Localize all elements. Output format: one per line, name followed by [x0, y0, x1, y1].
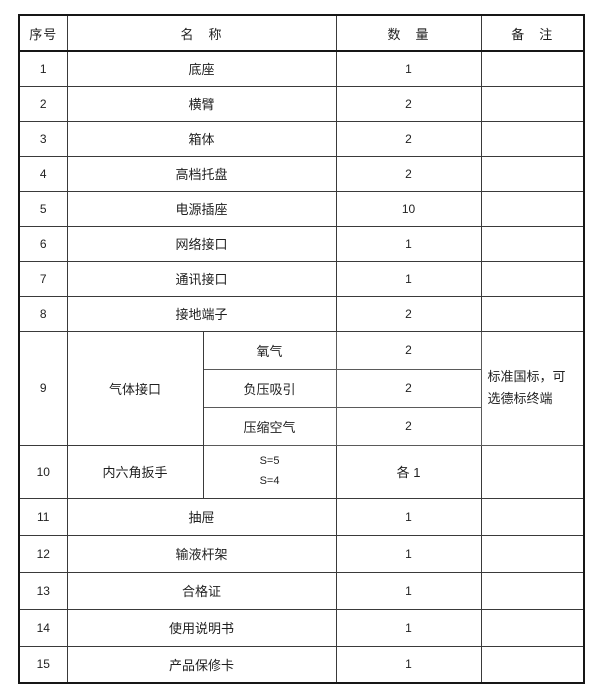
cell-remark-gas: 标准国标，可选德标终端	[480, 330, 585, 446]
cell-index: 5	[18, 190, 68, 227]
cell-remark	[480, 120, 585, 157]
spec-line-2: S=4	[259, 474, 280, 487]
cell-quantity: 2	[335, 406, 482, 446]
header-quantity: 数 量	[335, 14, 482, 52]
cell-index: 7	[18, 260, 68, 297]
cell-index: 6	[18, 225, 68, 262]
cell-quantity: 1	[335, 50, 482, 87]
cell-remark	[480, 190, 585, 227]
cell-subname: 压缩空气	[202, 406, 337, 446]
cell-remark	[480, 260, 585, 297]
table-row-6: 6 网络接口 1	[18, 225, 585, 262]
cell-quantity: 2	[335, 120, 482, 157]
cell-index: 9	[18, 330, 68, 446]
cell-remark	[480, 225, 585, 262]
header-row: 序号 名 称 数 量 备 注	[18, 14, 585, 52]
parts-table: 序号 名 称 数 量 备 注 1 底座 1 2 横臂 2 3 箱体 2 4 高档…	[18, 14, 586, 684]
cell-quantity: 1	[335, 645, 482, 684]
table-row-15: 15 产品保修卡 1	[18, 645, 585, 684]
cell-name: 横臂	[66, 85, 337, 122]
cell-name: 箱体	[66, 120, 337, 157]
cell-remark	[480, 534, 585, 573]
cell-name: 使用说明书	[66, 608, 337, 647]
cell-name-gas-interface: 气体接口	[66, 330, 204, 446]
cell-index: 15	[18, 645, 68, 684]
cell-remark	[480, 50, 585, 87]
parts-list: 序号 名 称 数 量 备 注 1 底座 1 2 横臂 2 3 箱体 2 4 高档…	[18, 14, 586, 684]
cell-name: 产品保修卡	[66, 645, 337, 684]
header-index: 序号	[18, 14, 68, 52]
cell-index: 1	[18, 50, 68, 87]
table-row-9-vacuum: 负压吸引 2	[19, 368, 584, 408]
cell-subname: 负压吸引	[202, 368, 337, 408]
table-row-10: 10 内六角扳手 S=5 S=4 各 1	[18, 444, 585, 499]
table-row-4: 4 高档托盘 2	[18, 155, 585, 192]
cell-remark	[480, 295, 585, 332]
cell-quantity: 2	[335, 368, 482, 408]
cell-index: 12	[18, 534, 68, 573]
cell-spec: S=5 S=4	[202, 444, 337, 499]
cell-index: 14	[18, 608, 68, 647]
cell-name: 电源插座	[66, 190, 337, 227]
cell-quantity: 10	[335, 190, 482, 227]
cell-quantity: 1	[335, 260, 482, 297]
cell-index: 13	[18, 571, 68, 610]
cell-remark	[480, 444, 585, 499]
table-row-11: 11 抽屉 1	[18, 497, 585, 536]
cell-index: 4	[18, 155, 68, 192]
cell-quantity: 2	[335, 155, 482, 192]
cell-name: 接地端子	[66, 295, 337, 332]
table-row-2: 2 横臂 2	[18, 85, 585, 122]
table-row-13: 13 合格证 1	[18, 571, 585, 610]
table-row-3: 3 箱体 2	[18, 120, 585, 157]
table-row-8: 8 接地端子 2	[18, 295, 585, 332]
cell-name: 抽屉	[66, 497, 337, 536]
cell-quantity: 2	[335, 330, 482, 370]
cell-index: 11	[18, 497, 68, 536]
cell-quantity: 1	[335, 608, 482, 647]
cell-quantity: 2	[335, 85, 482, 122]
cell-index: 3	[18, 120, 68, 157]
header-name: 名 称	[66, 14, 337, 52]
table-row-14: 14 使用说明书 1	[18, 608, 585, 647]
cell-name: 合格证	[66, 571, 337, 610]
cell-quantity: 各 1	[335, 444, 482, 499]
cell-name: 通讯接口	[66, 260, 337, 297]
cell-name: 内六角扳手	[66, 444, 204, 499]
cell-remark	[480, 85, 585, 122]
cell-index: 8	[18, 295, 68, 332]
cell-remark	[480, 155, 585, 192]
table-row-9-oxygen: 9 气体接口 氧气 2 标准国标，可选德标终端	[18, 330, 585, 446]
spec-line-1: S=5	[259, 454, 280, 467]
cell-quantity: 1	[335, 571, 482, 610]
cell-quantity: 2	[335, 295, 482, 332]
cell-index: 2	[18, 85, 68, 122]
cell-quantity: 1	[335, 225, 482, 262]
cell-subname: 氧气	[202, 330, 337, 370]
table-row-7: 7 通讯接口 1	[18, 260, 585, 297]
table-row-5: 5 电源插座 10	[18, 190, 585, 227]
cell-quantity: 1	[335, 497, 482, 536]
cell-name: 输液杆架	[66, 534, 337, 573]
cell-remark	[480, 645, 585, 684]
cell-remark	[480, 608, 585, 647]
cell-index: 10	[18, 444, 68, 499]
header-remark: 备 注	[480, 14, 585, 52]
cell-name: 网络接口	[66, 225, 337, 262]
cell-quantity: 1	[335, 534, 482, 573]
table-row-12: 12 输液杆架 1	[18, 534, 585, 573]
cell-remark	[480, 497, 585, 536]
cell-name: 底座	[66, 50, 337, 87]
cell-remark	[480, 571, 585, 610]
table-row-1: 1 底座 1	[18, 50, 585, 87]
cell-name: 高档托盘	[66, 155, 337, 192]
